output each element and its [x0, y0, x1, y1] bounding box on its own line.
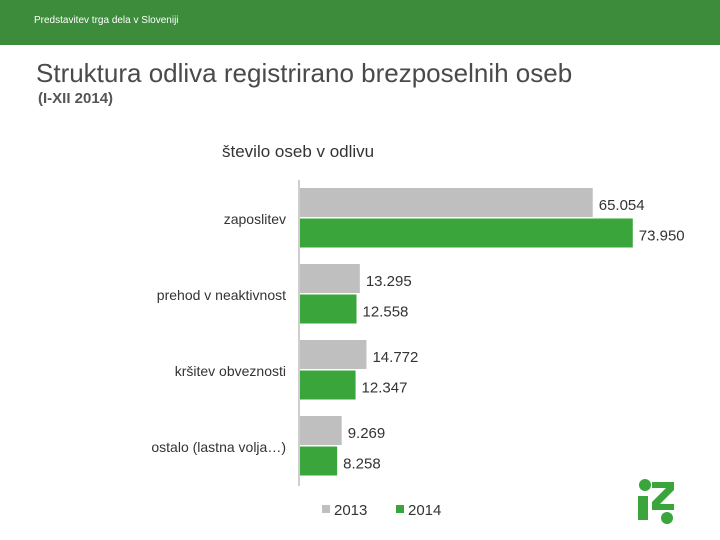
- green-swirl-logo-icon: [638, 479, 674, 524]
- bar-2014: [300, 370, 356, 400]
- data-label-2014: 12.347: [362, 380, 408, 397]
- data-label-2013: 14.772: [372, 349, 418, 366]
- bar-2014: [300, 294, 357, 324]
- bar-2013: [300, 188, 593, 217]
- legend-label-2013: 2013: [334, 502, 367, 519]
- slide-subtitle: (I-XII 2014): [38, 90, 114, 107]
- header-bar: Predstavitev trga dela v Sloveniji: [0, 0, 720, 45]
- category-label: ostalo (lastna volja…): [151, 439, 286, 455]
- bar-2013: [300, 340, 367, 369]
- data-label-2014: 73.950: [639, 228, 685, 245]
- category-label: kršitev obveznosti: [175, 363, 286, 379]
- category-label: zaposlitev: [224, 211, 286, 227]
- legend-swatch-2014: [396, 505, 404, 513]
- chart-title: število oseb v odlivu: [222, 142, 375, 161]
- data-label-2013: 13.295: [366, 273, 412, 290]
- legend-label-2014: 2014: [408, 502, 441, 519]
- data-label-2013: 65.054: [599, 197, 645, 214]
- slide-title: Struktura odliva registrirano brezposeln…: [36, 58, 573, 88]
- bar-2013: [300, 416, 342, 445]
- data-label-2014: 8.258: [343, 456, 381, 473]
- bar-2014: [300, 446, 338, 476]
- bar-2013: [300, 264, 360, 293]
- header-org-text: Predstavitev trga dela v Sloveniji: [34, 15, 179, 26]
- data-label-2014: 12.558: [363, 304, 409, 321]
- data-label-2013: 9.269: [348, 425, 386, 442]
- category-label: prehod v neaktivnost: [157, 287, 286, 303]
- legend-swatch-2013: [322, 505, 330, 513]
- bar-2014: [300, 218, 633, 248]
